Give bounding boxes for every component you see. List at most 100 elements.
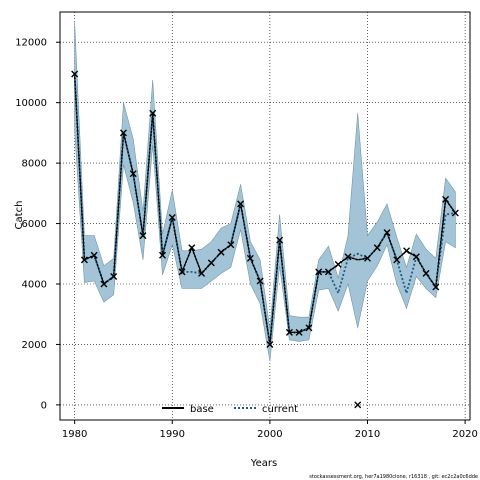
data-point-stroke	[110, 272, 118, 280]
data-point-1985	[119, 129, 127, 137]
data-point-stroke	[344, 253, 352, 261]
axes: 1980 1990 2000 2010 2020 0 2000 4000 6000 8000 100…	[15, 38, 478, 440]
data-point-stroke	[354, 401, 362, 409]
x-axis-title: Years	[250, 458, 277, 469]
series-lines	[73, 73, 457, 345]
data-point-2016	[422, 269, 430, 277]
data-point-1982	[90, 251, 98, 259]
data-point-1996	[227, 241, 235, 249]
data-point-1992	[188, 244, 196, 252]
data-point-1989	[159, 251, 166, 259]
data-point-2000	[266, 340, 274, 348]
data-point-stroke	[412, 253, 420, 261]
data-point-2008	[344, 253, 352, 261]
plot-frame	[59, 11, 471, 421]
data-point-stroke	[246, 254, 254, 262]
legend-current-label: current	[262, 404, 298, 415]
x-tick-label-1980: 1980	[62, 429, 87, 440]
observation-points	[71, 70, 459, 409]
data-point-stroke	[188, 244, 196, 252]
data-point-2005	[315, 268, 323, 276]
x-tick-label-2020: 2020	[452, 429, 477, 440]
data-point-stroke	[383, 229, 391, 237]
data-point-2019	[451, 209, 459, 217]
y-tick-label-12000: 12000	[15, 38, 47, 49]
data-point-stroke	[80, 256, 88, 264]
data-point-2018	[442, 195, 450, 203]
y-tick-label-10000: 10000	[15, 98, 47, 109]
legend: base current	[162, 404, 298, 415]
data-point-2013	[393, 256, 401, 264]
data-point-1991	[178, 268, 186, 276]
data-point-1984	[110, 272, 118, 280]
y-tick-label-4000: 4000	[22, 280, 47, 291]
confidence-band-area	[74, 21, 456, 362]
data-point-1986	[129, 170, 137, 178]
data-point-stroke	[207, 259, 215, 267]
data-point-stroke	[276, 236, 284, 244]
data-point-1990	[168, 214, 176, 222]
data-point-2003	[295, 328, 303, 336]
data-point-2014	[403, 247, 411, 255]
data-point-stroke	[217, 248, 225, 256]
data-point-1987	[139, 232, 147, 240]
data-point-stroke	[305, 324, 313, 332]
data-point-stroke	[237, 200, 245, 208]
data-point-1983	[100, 280, 108, 288]
series-line-current	[73, 73, 456, 345]
data-point-1995	[217, 248, 225, 256]
legend-base-label: base	[190, 404, 214, 415]
data-point-1998	[246, 254, 254, 262]
data-point-stroke	[168, 214, 176, 222]
x-tick-label-2000: 2000	[257, 429, 282, 440]
y-tick-label-8000: 8000	[22, 159, 47, 170]
data-point-2015	[412, 253, 420, 261]
data-point-stroke	[334, 260, 342, 268]
data-point-stroke	[266, 340, 274, 348]
data-point-stroke	[149, 109, 157, 117]
data-point-2010	[364, 254, 371, 262]
footer-note: stockassessment.org, her7a1980clone, r16…	[309, 474, 478, 480]
data-point-1999	[256, 277, 264, 285]
data-point-stroke	[315, 268, 323, 276]
data-point-1980	[71, 70, 79, 78]
data-point-2017	[432, 283, 440, 291]
data-point-stroke	[393, 256, 401, 264]
y-tick-label-6000: 6000	[22, 219, 47, 230]
data-point-stroke	[422, 269, 430, 277]
data-point-stroke	[159, 251, 166, 259]
data-point-1981	[80, 256, 88, 264]
data-point-2002	[285, 328, 293, 336]
data-point-2011	[373, 244, 381, 252]
data-point-stroke	[71, 70, 79, 78]
data-point-stroke	[403, 247, 411, 255]
x-tick-label-2010: 2010	[355, 429, 380, 440]
data-point-2006	[324, 268, 332, 276]
data-point-stroke	[198, 269, 206, 277]
data-point-stroke	[442, 195, 450, 203]
data-point-stroke	[295, 328, 303, 336]
data-point-2004	[305, 324, 313, 332]
data-point-stroke	[451, 209, 459, 217]
data-point-stroke	[432, 283, 440, 291]
data-point-stroke	[90, 251, 98, 259]
data-point-2009	[354, 401, 362, 409]
data-point-2007	[334, 260, 342, 268]
data-point-1994	[207, 259, 215, 267]
data-point-stroke	[285, 328, 293, 336]
data-point-stroke	[139, 232, 147, 240]
data-point-1993	[198, 269, 206, 277]
data-point-stroke	[129, 170, 137, 178]
y-tick-label-2000: 2000	[22, 340, 47, 351]
y-axis-title: Catch	[14, 201, 25, 230]
data-point-stroke	[178, 268, 186, 276]
data-point-stroke	[100, 280, 108, 288]
data-point-2001	[276, 236, 284, 244]
series-line-base-dotted	[73, 73, 457, 345]
data-point-1997	[237, 200, 245, 208]
data-point-1988	[149, 109, 157, 117]
x-tick-label-1990: 1990	[160, 429, 185, 440]
data-point-stroke	[227, 241, 235, 249]
data-point-stroke	[256, 277, 264, 285]
data-point-stroke	[373, 244, 381, 252]
